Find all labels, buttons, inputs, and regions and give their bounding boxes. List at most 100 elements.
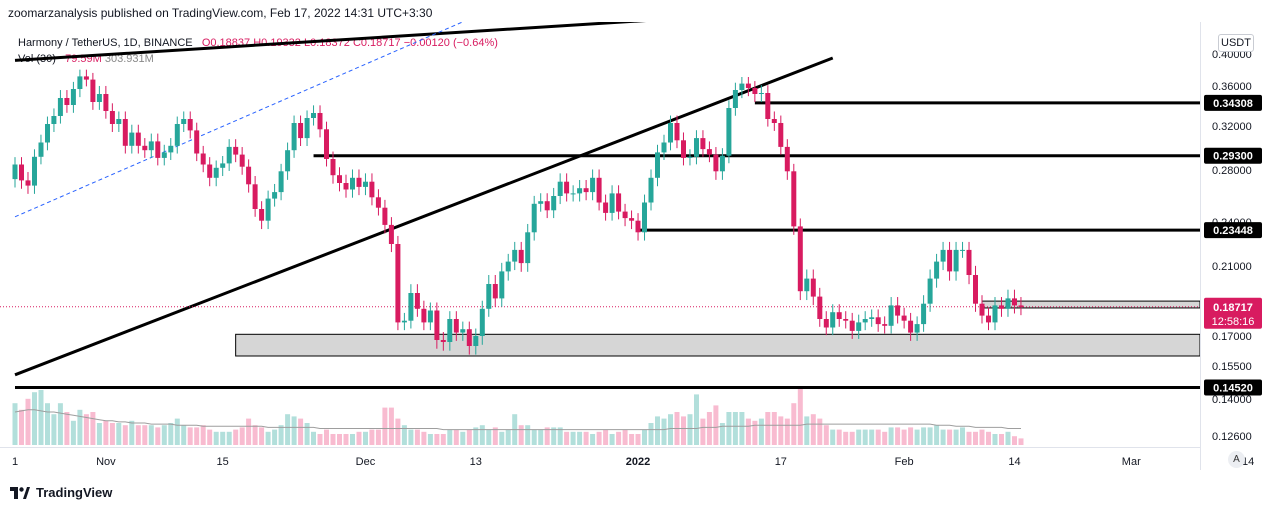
candle-body (512, 249, 518, 262)
volume-bar (901, 429, 907, 445)
auto-scale-button[interactable]: A (1228, 451, 1245, 468)
volume-bar (655, 416, 660, 445)
candle (570, 185, 576, 202)
candle (187, 111, 193, 139)
candle (882, 316, 888, 334)
candle (973, 265, 978, 312)
candle-body (168, 145, 174, 153)
candle (1005, 289, 1011, 317)
candle-body (434, 310, 440, 340)
volume-bar (12, 403, 18, 445)
volume-bar (226, 431, 232, 445)
volume-bar (784, 418, 790, 445)
currency-button[interactable]: USDT (1218, 34, 1254, 52)
candle-body (784, 146, 790, 172)
volume-ma-value: 303.931M (104, 53, 154, 65)
volume-bar (921, 427, 927, 445)
candle (752, 81, 758, 103)
candle-body (719, 155, 725, 172)
candle-body (363, 181, 368, 187)
candle-body (765, 93, 771, 119)
candle-body (453, 319, 459, 333)
volume-bar (246, 418, 252, 445)
candle-body (791, 171, 797, 227)
candle-body (350, 177, 355, 190)
candle-body (57, 98, 63, 116)
volume-bar (538, 429, 544, 445)
volume-bar (453, 429, 459, 445)
symbol-label[interactable]: Harmony / TetherUS, 1D, BINANCE (18, 37, 193, 49)
volume-bar (259, 427, 265, 445)
volume-bar (947, 429, 953, 445)
candle (103, 85, 109, 119)
volume-bar (272, 429, 278, 445)
candle-body (966, 249, 972, 275)
candle (687, 149, 693, 166)
trendline-upper-channel (14, 22, 647, 62)
candle (272, 183, 278, 207)
trendline-channel-parallel (14, 22, 464, 218)
candle-body (655, 152, 660, 178)
candle (862, 311, 868, 331)
volume-bar (635, 434, 641, 445)
candle-body (51, 116, 57, 124)
candle (304, 110, 310, 146)
candle (291, 115, 297, 158)
volume-bar (551, 427, 557, 445)
volume-bar (168, 423, 174, 445)
candle-body (187, 119, 193, 131)
candle-body (927, 278, 933, 304)
candle (19, 157, 24, 189)
candle-body (486, 284, 492, 309)
volume-bar (427, 434, 433, 445)
candle (525, 223, 531, 272)
volume-bar (311, 431, 316, 445)
candle-body (713, 154, 719, 172)
volume-bar (252, 425, 258, 445)
volume-bar (32, 392, 37, 445)
candle (674, 115, 680, 149)
price-tick-label: 0.32000 (1212, 121, 1252, 133)
candle (512, 241, 518, 271)
volume-bar (90, 412, 96, 445)
tradingview-brand[interactable]: TradingView (10, 485, 112, 500)
volume-bar (83, 414, 89, 445)
volume-bar (583, 431, 589, 445)
candle (966, 241, 972, 285)
volume-bar (103, 420, 109, 445)
volume-bar (648, 423, 654, 445)
volume-bar (194, 427, 200, 445)
brand-name: TradingView (36, 485, 113, 500)
volume-bar (375, 429, 381, 445)
volume-bar (187, 427, 193, 445)
candle (908, 312, 914, 341)
volume-bar (525, 425, 531, 445)
candle-body (369, 181, 375, 198)
volume-bar (233, 429, 239, 445)
candle-body (797, 226, 803, 292)
volume-bar (395, 418, 401, 445)
candle-body (921, 303, 927, 325)
candle-body (148, 141, 154, 151)
candle (810, 269, 816, 306)
volume-bar (388, 407, 394, 445)
candle-body (129, 132, 135, 146)
candle-body (940, 249, 946, 262)
candle-body (479, 308, 485, 336)
candle-body (557, 181, 563, 196)
candle-body (642, 202, 647, 233)
candle-body (103, 94, 109, 111)
candle (135, 124, 141, 154)
volume-bar (505, 429, 511, 445)
candle-body (849, 320, 855, 331)
volume-bar (544, 427, 550, 445)
volume-ma-line (14, 409, 1021, 431)
candle (38, 134, 44, 165)
volume-bar (363, 431, 368, 445)
volume-bar (862, 429, 868, 445)
time-tick-label: Dec (356, 456, 376, 468)
candle (278, 163, 284, 201)
time-tick-label: 1 (12, 456, 18, 468)
candle-body (622, 211, 628, 219)
